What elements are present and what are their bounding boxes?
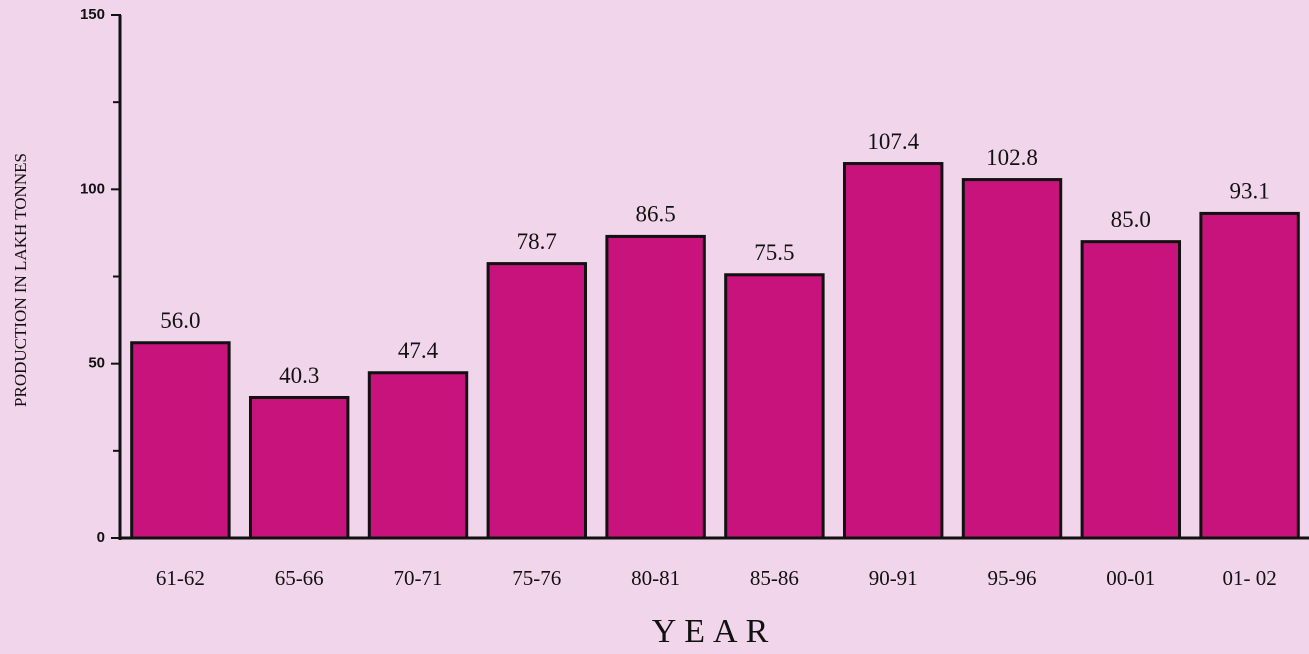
- y-axis-label: PRODUCTION IN LAKH TONNES: [11, 153, 30, 407]
- bar: [130, 341, 231, 540]
- data-label: 85.0: [1111, 207, 1151, 232]
- bar: [605, 234, 706, 540]
- data-label: 75.5: [754, 240, 794, 265]
- x-tick-label: 95-96: [988, 566, 1037, 590]
- bar: [1080, 240, 1182, 540]
- bar: [1199, 211, 1300, 540]
- x-tick-label: 01- 02: [1222, 566, 1276, 590]
- data-label: 86.5: [635, 202, 675, 227]
- data-label: 47.4: [398, 338, 439, 363]
- x-tick-label: 90-91: [869, 566, 918, 590]
- bar: [961, 178, 1063, 540]
- bar: [724, 273, 825, 540]
- bar: [248, 395, 350, 540]
- bar: [842, 162, 944, 540]
- y-tick-label: 0: [97, 529, 105, 546]
- y-tick-label: 50: [88, 355, 105, 372]
- x-tick-label: 70-71: [394, 566, 443, 590]
- data-label: 56.0: [160, 308, 200, 333]
- x-tick-label: 65-66: [275, 566, 324, 590]
- x-tick-label: 85-86: [750, 566, 799, 590]
- x-tick-label: 80-81: [631, 566, 680, 590]
- data-label: 102.8: [986, 145, 1038, 170]
- x-tick-label: 00-01: [1106, 566, 1155, 590]
- bar: [486, 262, 588, 540]
- y-tick-label: 150: [80, 6, 105, 23]
- x-axis-label: YEAR: [652, 613, 777, 650]
- x-tick-label: 61-62: [156, 566, 205, 590]
- y-tick-label: 100: [80, 180, 105, 197]
- data-label: 40.3: [279, 363, 319, 388]
- x-tick-label: 75-76: [512, 566, 561, 590]
- data-label: 107.4: [867, 129, 919, 154]
- data-label: 78.7: [517, 229, 557, 254]
- data-label: 93.1: [1229, 179, 1269, 204]
- bar: [367, 371, 469, 540]
